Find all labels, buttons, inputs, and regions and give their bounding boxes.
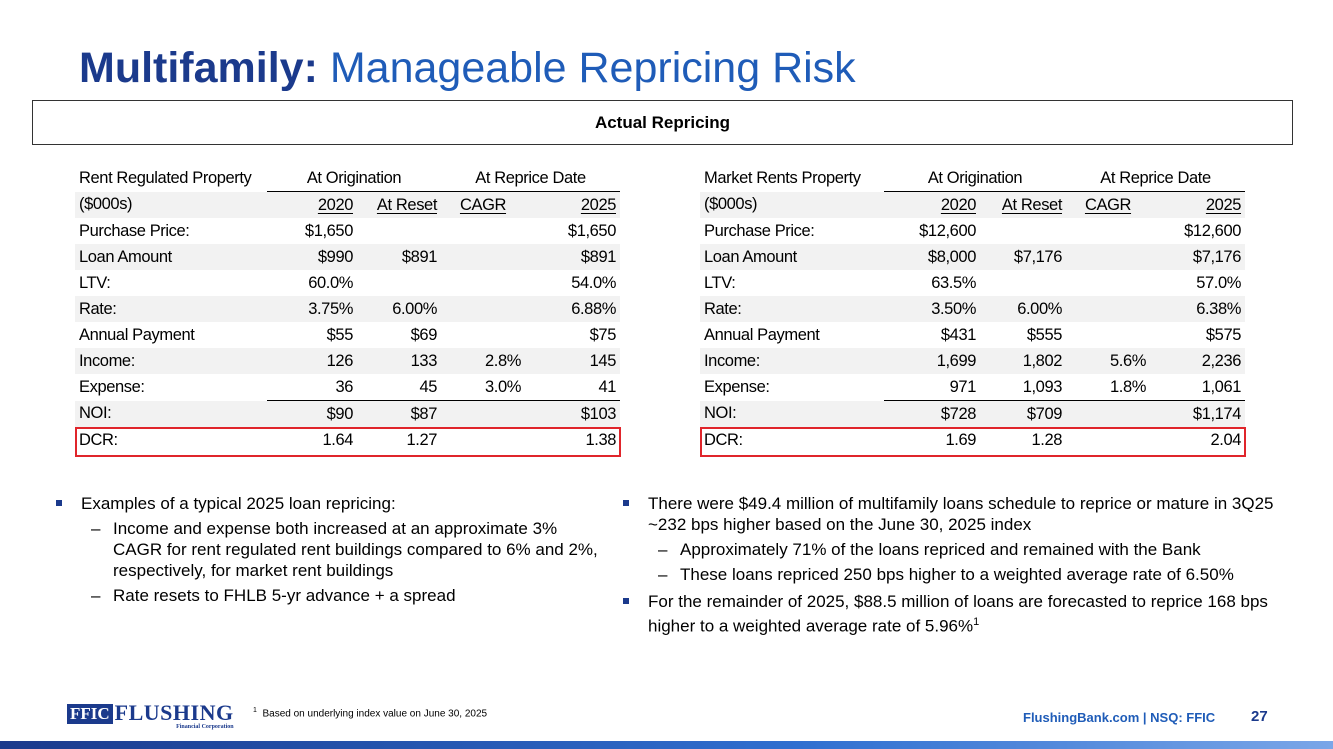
table-units: ($000s) [75,191,267,218]
market-rents-table: Market Rents Property At Origination At … [700,165,1245,453]
table-row: Income: 126 133 2.8% 145 [75,348,620,374]
company-logo: FFIC FLUSHING Financial Corporation [67,702,234,730]
right-bullet-list: There were $49.4 million of multifamily … [620,493,1295,643]
col-2020: 2020 [317,195,354,214]
table-row: Rate: 3.50% 6.00% 6.38% [700,296,1245,322]
left-bullet-list: Examples of a typical 2025 loan repricin… [53,493,598,612]
col-2025: 2025 [580,195,617,214]
table-row: Income: 1,699 1,802 5.6% 2,236 [700,348,1245,374]
list-item: Income and expense both increased at an … [81,518,598,581]
rent-regulated-table: Rent Regulated Property At Origination A… [75,165,620,453]
table-row: Annual Payment $55 $69 $75 [79,325,616,344]
table-row: Loan Amount $8,000 $7,176 $7,176 [700,244,1245,270]
section-header-box: Actual Repricing [32,100,1293,145]
title-rest: Manageable Repricing Risk [317,44,856,92]
footnote: 1 Based on underlying index value on Jun… [253,707,488,720]
table-row: NOI: $728 $709 $1,174 [700,400,1245,427]
title-bold: Multifamily: [79,44,318,92]
table-property-label: Rent Regulated Property [75,165,267,192]
group-reprice: At Reprice Date [441,165,620,192]
logo-ffic: FFIC [67,704,113,724]
col-2025: 2025 [1205,195,1242,214]
table-row: Purchase Price: $12,600 $12,600 [704,221,1241,240]
table-row: LTV: 63.5% 57.0% [704,273,1241,292]
group-reprice: At Reprice Date [1066,165,1245,192]
group-origination: At Origination [884,165,1066,192]
list-item: Examples of a typical 2025 loan repricin… [53,493,598,606]
dcr-highlight-left [75,427,621,457]
table-row: Purchase Price: $1,650 $1,650 [79,221,616,240]
table-row: Rate: 3.75% 6.00% 6.88% [75,296,620,322]
table-row: Loan Amount $990 $891 $891 [75,244,620,270]
list-item: There were $49.4 million of multifamily … [620,493,1295,585]
section-header: Actual Repricing [594,112,731,132]
page-title: Multifamily: Manageable Repricing Risk [79,40,856,96]
table-units: ($000s) [700,191,884,218]
footer-bar [0,741,1333,749]
group-origination: At Origination [267,165,441,192]
table-row-dcr: DCR: 1.64 1.27 1.38 [79,430,616,449]
list-item: Approximately 71% of the loans repriced … [648,539,1295,560]
table-property-label: Market Rents Property [700,165,884,192]
table-row: Annual Payment $431 $555 $575 [704,325,1241,344]
table-row-dcr: DCR: 1.69 1.28 2.04 [704,430,1241,449]
dcr-highlight-right [700,427,1246,457]
col-at-reset: At Reset [376,195,437,214]
col-cagr: CAGR [1084,195,1132,214]
website-link[interactable]: FlushingBank.com | NSQ: FFIC [1023,710,1216,725]
logo-sub: Financial Corporation [176,724,234,730]
list-item: Rate resets to FHLB 5-yr advance + a spr… [81,585,598,606]
table-row: Expense: 971 1,093 1.8% 1,061 [704,377,1241,396]
footnote-ref: 1 [973,616,980,628]
col-cagr: CAGR [459,195,507,214]
table-row: NOI: $90 $87 $103 [75,400,620,427]
table-row: LTV: 60.0% 54.0% [79,273,616,292]
table-row: Expense: 36 45 3.0% 41 [79,377,616,396]
logo-flushing: FLUSHING [114,700,234,725]
list-item: For the remainder of 2025, $88.5 million… [620,591,1295,637]
col-2020: 2020 [940,195,977,214]
page-number: 27 [1251,708,1268,725]
list-item: These loans repriced 250 bps higher to a… [648,564,1295,585]
col-at-reset: At Reset [1001,195,1062,214]
